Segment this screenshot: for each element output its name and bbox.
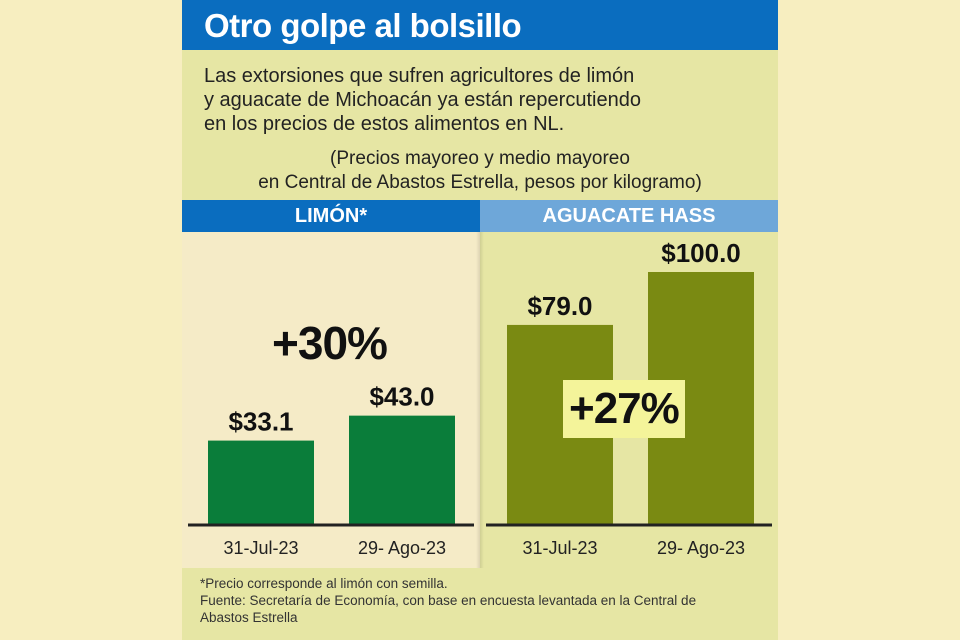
- intro-line: en los precios de estos alimentos en NL.: [204, 113, 565, 135]
- lemon-bar: [349, 415, 455, 524]
- lemon-panel-header: LIMÓN*: [182, 200, 480, 232]
- source-line: Fuente: Secretaría de Economía, con base…: [200, 593, 697, 608]
- avocado-category-label: 29- Ago-23: [657, 538, 745, 558]
- footnote-line: *Precio corresponde al limón con semilla…: [200, 576, 448, 591]
- intro-line: y aguacate de Michoacán ya están repercu…: [204, 89, 641, 111]
- avocado-panel-header: AGUACATE HASS: [480, 200, 778, 232]
- lemon-value-label: $43.0: [369, 382, 434, 412]
- avocado-change-label: +27%: [563, 380, 685, 438]
- panel-divider: [476, 232, 484, 568]
- title-bar: Otro golpe al bolsillo: [182, 0, 778, 50]
- source-line: Abastos Estrella: [200, 610, 298, 625]
- lemon-category-label: 29- Ago-23: [358, 538, 446, 558]
- avocado-category-label: 31-Jul-23: [522, 538, 597, 558]
- infographic-title: Otro golpe al bolsillo: [204, 7, 522, 44]
- intro-text: Las extorsiones que sufren agricultores …: [204, 64, 764, 136]
- lemon-value-label: $33.1: [228, 407, 293, 437]
- avocado-value-label: $79.0: [527, 291, 592, 321]
- footnote: *Precio corresponde al limón con semilla…: [200, 575, 770, 626]
- lemon-change-label: +30%: [272, 317, 388, 369]
- note-line: en Central de Abastos Estrella, pesos po…: [258, 172, 702, 193]
- note-line: (Precios mayoreo y medio mayoreo: [330, 148, 630, 169]
- avocado-value-label: $100.0: [661, 238, 741, 268]
- units-note: (Precios mayoreo y medio mayoreo en Cent…: [182, 147, 778, 195]
- lemon-bar: [208, 440, 314, 524]
- infographic-card: Otro golpe al bolsillo Las extorsiones q…: [182, 0, 778, 640]
- lemon-category-label: 31-Jul-23: [223, 538, 298, 558]
- intro-line: Las extorsiones que sufren agricultores …: [204, 65, 635, 87]
- price-bar-chart: $33.1 31-Jul-23 $43.0 29- Ago-23 $79.0 31-Jul…: [188, 238, 772, 558]
